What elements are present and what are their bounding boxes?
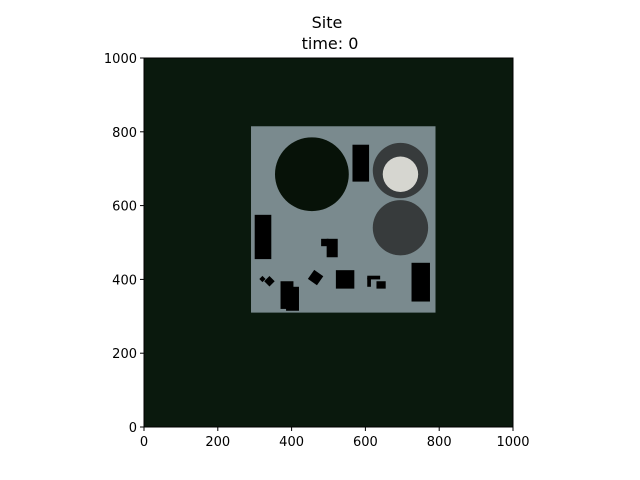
chart-title: Site bbox=[312, 13, 343, 32]
large-dark-circle bbox=[274, 137, 349, 212]
y-tick-label: 1000 bbox=[104, 52, 137, 67]
y-tick-label: 200 bbox=[112, 347, 137, 362]
left-block bbox=[254, 214, 272, 260]
x-tick-label: 200 bbox=[205, 435, 230, 450]
y-tick-label: 800 bbox=[112, 126, 137, 141]
x-tick-label: 0 bbox=[140, 435, 148, 450]
chart-subtitle: time: 0 bbox=[302, 34, 359, 53]
small-bracket-top bbox=[367, 275, 381, 280]
center-block-upper bbox=[321, 238, 329, 247]
y-tick-label: 400 bbox=[112, 273, 137, 288]
small-block-right bbox=[376, 281, 386, 289]
x-tick-label: 600 bbox=[353, 435, 378, 450]
right-tall-block bbox=[411, 262, 430, 302]
middle-square bbox=[335, 270, 355, 289]
diamond-large bbox=[264, 276, 275, 287]
axes-frame bbox=[143, 57, 514, 428]
tilted-block bbox=[307, 269, 324, 286]
center-block-lower bbox=[326, 238, 338, 258]
x-tick-label: 800 bbox=[427, 435, 452, 450]
x-tick-label: 400 bbox=[279, 435, 304, 450]
y-tick-label: 0 bbox=[129, 421, 137, 436]
axes: 0 200 400 600 800 1000 0 200 400 600 800 1000 bbox=[104, 52, 530, 450]
tall-block-upper bbox=[352, 144, 370, 182]
y-tick-label: 600 bbox=[112, 200, 137, 215]
diamond-small bbox=[259, 275, 266, 283]
upper-right-light-circle bbox=[382, 156, 419, 192]
plot-area bbox=[144, 58, 513, 427]
small-bracket-side bbox=[367, 277, 371, 287]
x-tick-label: 1000 bbox=[496, 435, 529, 450]
lower-left-block-b bbox=[286, 286, 299, 311]
lower-right-gray-circle bbox=[372, 200, 429, 256]
